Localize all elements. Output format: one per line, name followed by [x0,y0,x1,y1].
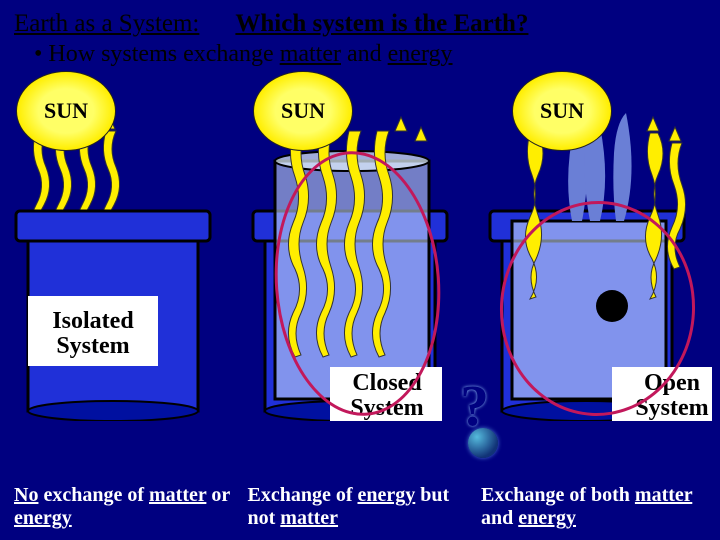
bullet-energy: energy [388,41,453,67]
desc-closed: Exchange of energy but not matter [248,484,473,530]
sun-label: SUN [44,98,88,124]
title-right: Which system is the Earth? [235,8,528,39]
label-isolated: Isolated System [38,309,148,359]
desc-closed-pre: Exchange of [248,484,358,506]
subtitle-bullet: • How systems exchange matter and energy [14,39,706,69]
label-isolated-l2: System [56,333,129,359]
descriptions-row: No exchange of matter or energy Exchange… [0,484,720,530]
sun-label: SUN [540,98,584,124]
desc-isolated-m2: or [206,484,230,506]
desc-open: Exchange of both matter and energy [481,484,706,530]
desc-isolated-m1: exchange of [38,484,149,506]
label-isolated-l1: Isolated [52,308,133,334]
desc-isolated-u1: matter [149,484,206,506]
sun-closed: SUN [253,71,353,151]
desc-isolated-no: No [14,484,38,506]
desc-closed-u1: energy [358,484,416,506]
bullet-matter: matter [280,41,341,67]
panel-isolated: SUN Isolated System [8,71,238,421]
question-mark: ? [460,372,489,439]
desc-open-u2: energy [518,507,576,529]
title-left: Earth as a System: [14,8,199,39]
desc-isolated: No exchange of matter or energy [14,484,239,530]
header: Earth as a System: Which system is the E… [0,0,720,71]
desc-open-mid: and [481,507,518,529]
panel-closed: SUN Closed System [245,71,475,421]
sun-label: SUN [281,98,325,124]
sun-open: SUN [512,71,612,151]
desc-open-u1: matter [635,484,692,506]
desc-closed-u2: matter [280,507,338,529]
panels-row: SUN Isolated System [0,71,720,421]
bullet-prefix: • How systems exchange [34,41,280,67]
desc-open-pre: Exchange of both [481,484,635,506]
panel-open: SUN Open System [482,71,712,421]
bullet-mid: and [341,41,388,67]
sun-isolated: SUN [16,71,116,151]
desc-isolated-u2: energy [14,507,72,529]
